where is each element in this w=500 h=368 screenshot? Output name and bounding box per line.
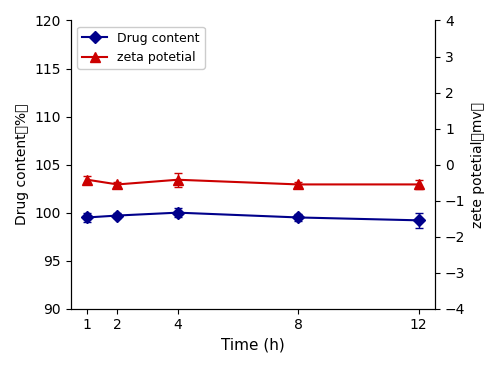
Legend: Drug content, zeta potetial: Drug content, zeta potetial xyxy=(77,27,204,69)
X-axis label: Time (h): Time (h) xyxy=(221,338,285,353)
Y-axis label: zete potetial（mv）: zete potetial（mv） xyxy=(471,102,485,228)
Y-axis label: Drug content（%）: Drug content（%） xyxy=(15,104,29,225)
